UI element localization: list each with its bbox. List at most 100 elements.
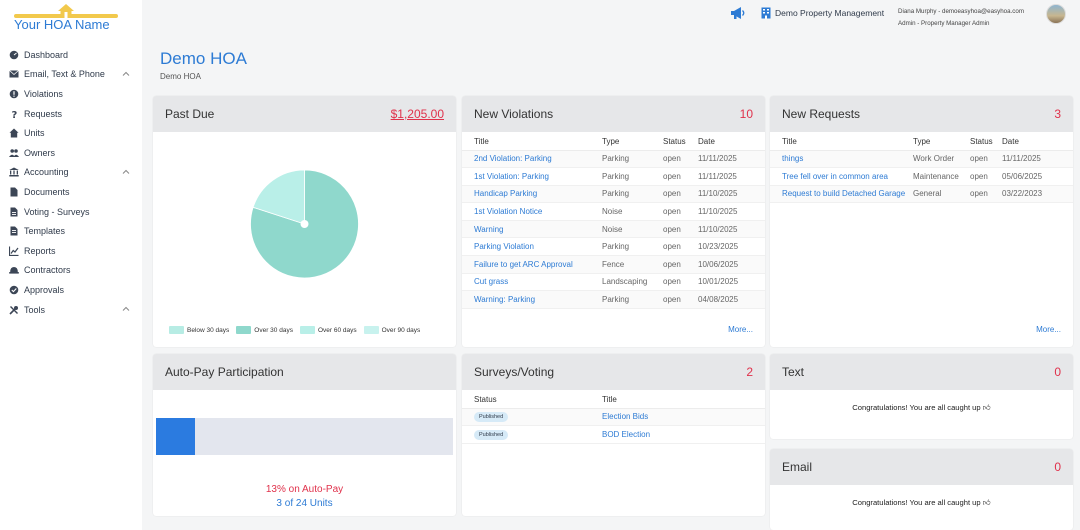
sidebar-item-owners[interactable]: Owners: [0, 143, 142, 163]
table-row[interactable]: Request to build Detached Garage General o…: [770, 185, 1073, 204]
row-title-link[interactable]: Warning: Parking: [462, 290, 602, 309]
sidebar-item-approvals[interactable]: Approvals: [0, 280, 142, 300]
column-header-type[interactable]: Type: [602, 134, 663, 151]
column-header-status[interactable]: Status: [462, 392, 602, 409]
legend-swatch: [169, 326, 184, 334]
table-cell: open: [970, 167, 1002, 186]
chevron-up-icon[interactable]: [122, 305, 130, 313]
row-title-link[interactable]: Handicap Parking: [462, 185, 602, 204]
table-row[interactable]: 1st Violation: Parking Parking open 11/11/2…: [462, 167, 765, 186]
table-cell: open: [663, 202, 698, 221]
megaphone-icon[interactable]: [730, 6, 746, 20]
table-row[interactable]: Warning Noise open 11/10/2025: [462, 220, 765, 239]
table-row[interactable]: Handicap Parking Parking open 11/10/2025: [462, 185, 765, 204]
table-row[interactable]: Cut grass Landscaping open 10/01/2025: [462, 273, 765, 292]
sidebar-item-reports[interactable]: Reports: [0, 241, 142, 261]
row-title-link[interactable]: Failure to get ARC Approval: [462, 255, 602, 274]
violations-more-link[interactable]: More...: [728, 325, 753, 334]
thumbs-up-icon: 👍︎: [982, 403, 991, 412]
sidebar-item-voting-surveys[interactable]: Voting - Surveys: [0, 202, 142, 222]
sidebar-item-requests[interactable]: ? Requests: [0, 104, 142, 124]
user-name-email: Diana Murphy - demoeasyhoa@easyhoa.com: [898, 8, 1024, 15]
gauge-icon: [9, 50, 19, 60]
column-header-date[interactable]: Date: [1002, 134, 1073, 151]
column-header-title[interactable]: Title: [602, 392, 765, 409]
table-row[interactable]: 1st Violation Notice Noise open 11/10/2025: [462, 202, 765, 221]
sidebar-item-label: Accounting: [24, 167, 69, 178]
table-row[interactable]: Warning: Parking Parking open 04/08/2025: [462, 290, 765, 309]
sidebar-item-email-text-phone[interactable]: Email, Text & Phone: [0, 65, 142, 85]
legend-item[interactable]: Over 90 days: [363, 326, 420, 334]
table-row[interactable]: Parking Violation Parking open 10/23/2025: [462, 237, 765, 257]
sidebar-item-contractors[interactable]: Contractors: [0, 261, 142, 281]
user-info[interactable]: Diana Murphy - demoeasyhoa@easyhoa.com A…: [898, 6, 1024, 30]
sidebar-item-accounting[interactable]: Accounting: [0, 163, 142, 183]
table-cell: Maintenance: [913, 167, 970, 186]
table-row[interactable]: Failure to get ARC Approval Fence open 10/0…: [462, 255, 765, 274]
requests-more-link[interactable]: More...: [1036, 325, 1061, 334]
row-title-link[interactable]: Cut grass: [462, 273, 602, 292]
row-title-link[interactable]: Tree fell over in common area: [770, 167, 913, 186]
text-caught-up: Congratulations! You are all caught up 👍…: [770, 403, 1073, 413]
sidebar-item-units[interactable]: Units: [0, 123, 142, 143]
table-cell: 05/06/2025: [1002, 167, 1073, 186]
table-cell: 10/23/2025: [698, 237, 765, 257]
column-header-title[interactable]: Title: [462, 134, 602, 151]
sidebar-item-label: Reports: [24, 245, 56, 256]
sidebar-item-label: Approvals: [24, 284, 65, 295]
pie-center-dot: [300, 220, 309, 228]
column-header-title[interactable]: Title: [770, 134, 913, 151]
hoa-logo[interactable]: Your HOA Name: [14, 4, 124, 35]
table-row[interactable]: Tree fell over in common area Maintenance…: [770, 167, 1073, 186]
column-header-date[interactable]: Date: [698, 134, 765, 151]
table-cell: 10/06/2025: [698, 255, 765, 274]
table-cell: open: [663, 150, 698, 169]
surveys-table: Status Title Published Election Bids Publish…: [462, 392, 765, 444]
status-cell: Published: [462, 408, 602, 427]
table-row[interactable]: Published Election Bids: [462, 408, 765, 427]
pie-slice-over-60-days[interactable]: [252, 169, 305, 225]
avatar[interactable]: [1046, 4, 1066, 24]
row-title-link[interactable]: Warning: [462, 220, 602, 239]
row-title-link[interactable]: things: [770, 150, 913, 169]
table-cell: 10/01/2025: [698, 273, 765, 292]
row-title-link[interactable]: 1st Violation Notice: [462, 202, 602, 221]
chevron-up-icon[interactable]: [122, 168, 130, 176]
row-title-link[interactable]: BOD Election: [602, 425, 765, 444]
past-due-amount[interactable]: $1,205.00: [390, 107, 444, 121]
chevron-up-icon[interactable]: [122, 70, 130, 78]
autopay-progress-fill: [156, 418, 195, 455]
company-name: Demo Property Management: [775, 8, 885, 18]
sidebar-item-documents[interactable]: Documents: [0, 182, 142, 202]
table-cell: Parking: [602, 185, 663, 204]
legend-item[interactable]: Over 30 days: [236, 326, 293, 334]
email-count: 0: [1054, 460, 1061, 474]
sidebar-item-tools[interactable]: Tools: [0, 300, 142, 320]
table-cell: open: [663, 237, 698, 257]
autopay-header: Auto-Pay Participation: [153, 354, 456, 390]
sidebar-item-templates[interactable]: Templates: [0, 221, 142, 241]
column-header-status[interactable]: Status: [663, 134, 698, 151]
legend-item[interactable]: Below 30 days: [169, 326, 229, 334]
column-header-type[interactable]: Type: [913, 134, 970, 151]
table-row[interactable]: things Work Order open 11/11/2025: [770, 150, 1073, 169]
row-title-link[interactable]: 1st Violation: Parking: [462, 167, 602, 186]
page-subtitle: Demo HOA: [160, 72, 201, 81]
table-row[interactable]: 2nd Violation: Parking Parking open 11/11/2…: [462, 150, 765, 169]
sidebar-item-label: Contractors: [24, 265, 71, 276]
column-header-status[interactable]: Status: [970, 134, 1002, 151]
sidebar-item-dashboard[interactable]: Dashboard: [0, 45, 142, 65]
text-header: Text 0: [770, 354, 1073, 390]
table-cell: open: [663, 185, 698, 204]
legend-item[interactable]: Over 60 days: [299, 326, 357, 334]
row-title-link[interactable]: Parking Violation: [462, 237, 602, 257]
company-switcher[interactable]: Demo Property Management: [761, 7, 884, 19]
row-title-link[interactable]: Election Bids: [602, 408, 765, 427]
row-title-link[interactable]: 2nd Violation: Parking: [462, 150, 602, 169]
sidebar-item-violations[interactable]: Violations: [0, 84, 142, 104]
violations-table: Title Type Status Date 2nd Violation: Parkin…: [462, 134, 765, 309]
sidebar-item-label: Templates: [24, 226, 66, 237]
legend-swatch: [363, 326, 379, 334]
row-title-link[interactable]: Request to build Detached Garage: [770, 185, 913, 204]
table-row[interactable]: Published BOD Election: [462, 425, 765, 444]
